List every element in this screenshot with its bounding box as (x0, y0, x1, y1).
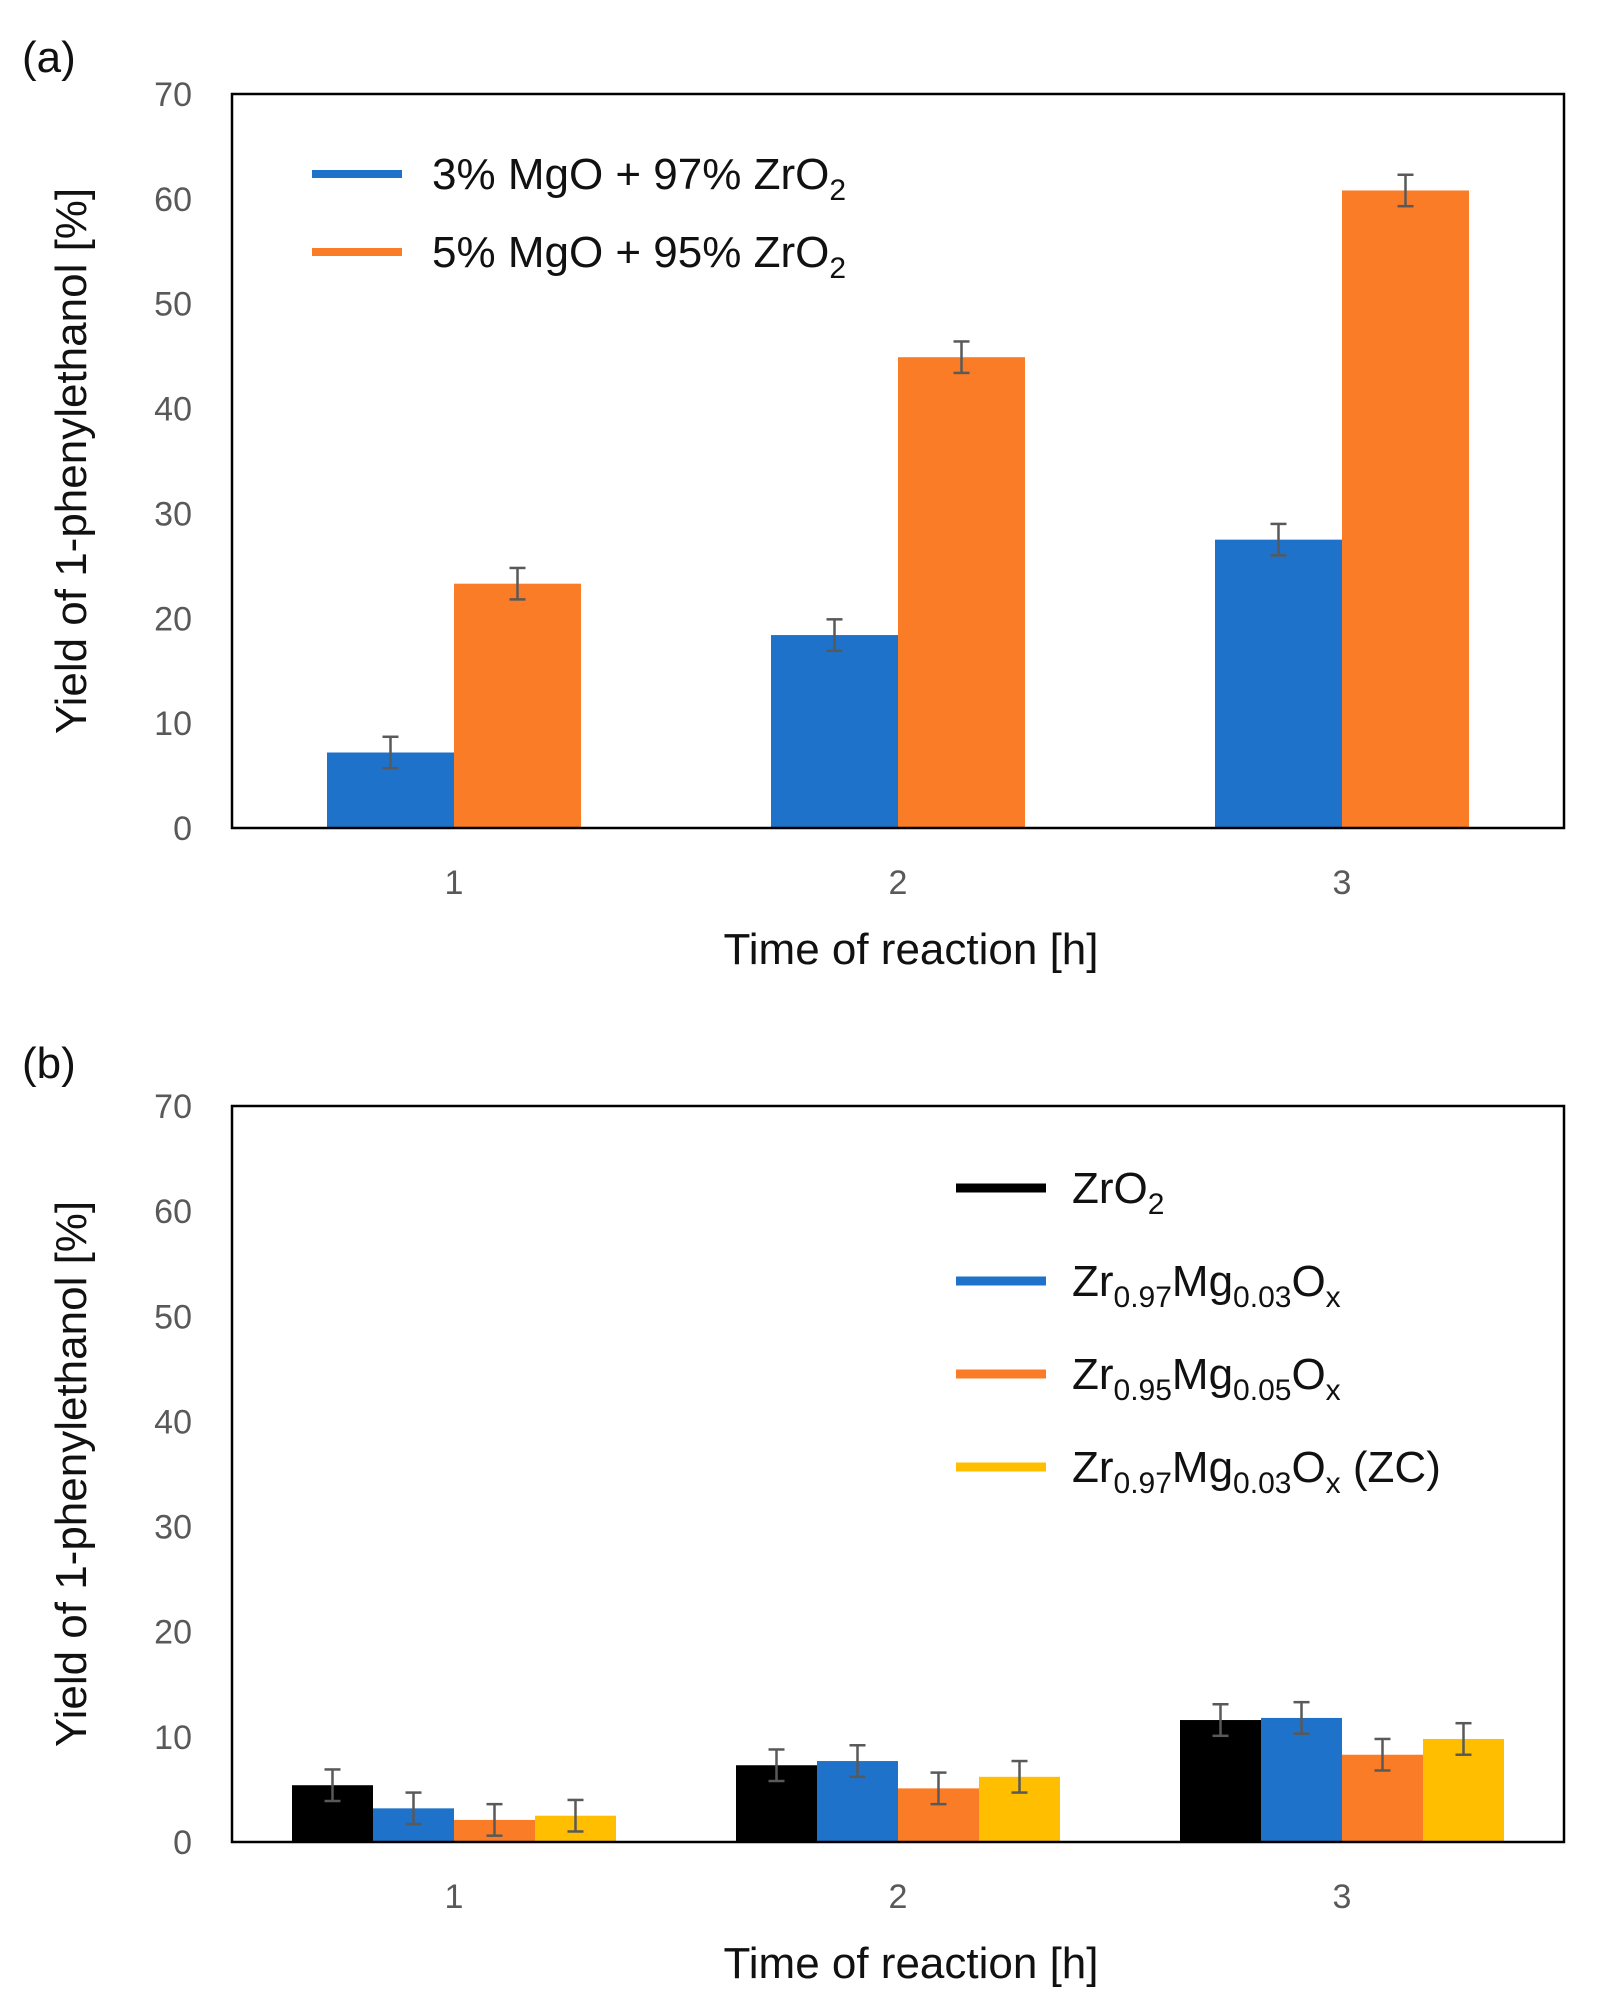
y-tick-label-a-20: 20 (154, 600, 192, 638)
error-bar-a-series1-t3 (1270, 522, 1287, 557)
legend-label-b-series4: Zr0.97Mg0.03Ox (ZC) (1072, 1443, 1441, 1500)
legend-item-a-series1: 3% MgO + 97% ZrO2 (312, 150, 846, 207)
bar-b-series2-t3 (1261, 1717, 1342, 1842)
bar-a-series2-t3 (1342, 190, 1469, 828)
x-axis-title-a: Time of reaction [h] (724, 925, 1099, 974)
chart-panel-a: (a) 0 10 20 30 40 50 60 70 1 2 3 Time of reaction [h… (22, 33, 1566, 974)
bar-a-series1-t3 (1215, 539, 1342, 828)
error-bar-b-series1-t1 (324, 1768, 341, 1803)
y-axis-title-b: Yield of 1-phenylethanol [%] (47, 1201, 96, 1747)
y-tick-label-b-40: 40 (154, 1403, 192, 1441)
x-tick-label-b-3: 3 (1333, 1878, 1352, 1916)
error-bar-a-series2-t1 (509, 566, 526, 601)
error-bar-b-series1-t2 (768, 1748, 785, 1783)
plot-area-frame-a (230, 92, 1566, 830)
y-axis-title-a: Yield of 1-phenylethanol [%] (47, 188, 96, 734)
error-bar-b-series2-t2 (849, 1744, 866, 1779)
bar-b-series4-t3 (1423, 1738, 1504, 1842)
x-axis-title-b: Time of reaction [h] (724, 1939, 1099, 1988)
y-tick-label-b-30: 30 (154, 1509, 192, 1547)
panel-label-b: (b) (22, 1039, 76, 1088)
bar-b-series1-t3 (1180, 1720, 1261, 1842)
y-tick-label-a-70: 70 (154, 76, 192, 114)
error-bar-b-series3-t3 (1374, 1737, 1391, 1772)
bar-a-series1-t2 (771, 635, 898, 828)
legend-item-b-series1: ZrO2 (956, 1164, 1164, 1221)
y-tick-label-a-10: 10 (154, 705, 192, 743)
y-tick-label-b-60: 60 (154, 1193, 192, 1231)
error-bar-b-series3-t1 (486, 1802, 503, 1837)
y-tick-label-b-50: 50 (154, 1298, 192, 1336)
x-tick-label-a-2: 2 (889, 864, 908, 902)
error-bar-a-series2-t2 (953, 340, 970, 375)
error-bar-a-series1-t2 (826, 618, 843, 653)
x-tick-label-b-2: 2 (889, 1878, 908, 1916)
y-tick-label-b-0: 0 (173, 1824, 192, 1862)
legend-label-b-series3: Zr0.95Mg0.05Ox (1072, 1350, 1341, 1407)
y-tick-label-b-10: 10 (154, 1719, 192, 1757)
y-tick-label-a-0: 0 (173, 810, 192, 848)
legend-item-a-series2: 5% MgO + 95% ZrO2 (312, 228, 846, 285)
y-tick-label-a-60: 60 (154, 181, 192, 219)
bar-a-series2-t2 (898, 357, 1025, 828)
x-tick-label-b-1: 1 (445, 1878, 464, 1916)
x-tick-label-a-1: 1 (445, 864, 464, 902)
error-bar-b-series4-t3 (1455, 1721, 1472, 1756)
y-tick-label-a-40: 40 (154, 391, 192, 429)
plot-area-frame-b (230, 1104, 1566, 1844)
error-bar-b-series2-t1 (405, 1791, 422, 1826)
error-bar-b-series1-t3 (1212, 1703, 1229, 1738)
error-bar-b-series3-t2 (930, 1771, 947, 1806)
error-bar-a-series2-t3 (1397, 173, 1414, 208)
error-bar-b-series2-t3 (1293, 1700, 1310, 1735)
error-bar-a-series1-t1 (382, 735, 399, 770)
error-bar-b-series4-t1 (567, 1798, 584, 1833)
legend-item-b-series4: Zr0.97Mg0.03Ox (ZC) (956, 1443, 1441, 1500)
legend-label-a-series1: 3% MgO + 97% ZrO2 (432, 150, 846, 207)
y-tick-label-b-20: 20 (154, 1614, 192, 1652)
chart-panel-b: (b) 0 10 20 30 40 50 60 70 1 2 3 Time of reaction [h… (22, 1039, 1566, 1988)
panel-label-a: (a) (22, 33, 76, 82)
y-tick-label-a-50: 50 (154, 286, 192, 324)
y-tick-label-b-70: 70 (154, 1088, 192, 1126)
legend-item-b-series3: Zr0.95Mg0.05Ox (956, 1350, 1341, 1407)
bar-a-series2-t1 (454, 583, 581, 828)
error-bar-b-series4-t2 (1011, 1759, 1028, 1794)
legend-label-a-series2: 5% MgO + 95% ZrO2 (432, 228, 846, 285)
y-tick-label-a-30: 30 (154, 495, 192, 533)
legend-label-b-series2: Zr0.97Mg0.03Ox (1072, 1257, 1341, 1314)
legend-label-b-series1: ZrO2 (1072, 1164, 1164, 1221)
x-tick-label-a-3: 3 (1333, 864, 1352, 902)
legend-item-b-series2: Zr0.97Mg0.03Ox (956, 1257, 1341, 1314)
